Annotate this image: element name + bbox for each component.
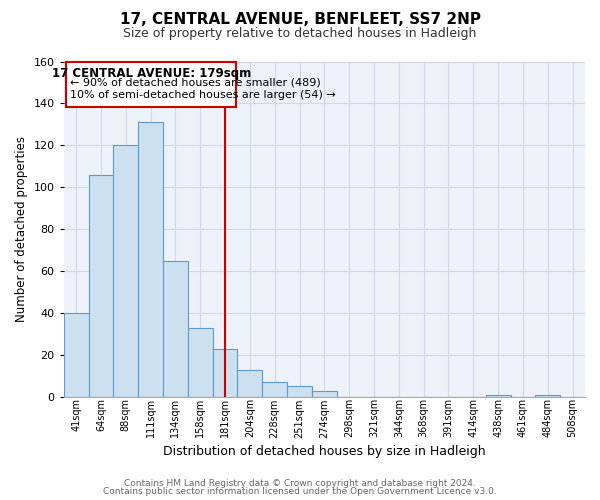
- Bar: [64, 313, 89, 397]
- Text: ← 90% of detached houses are smaller (489): ← 90% of detached houses are smaller (48…: [70, 77, 320, 87]
- Bar: [138, 122, 163, 397]
- Bar: [238, 370, 262, 397]
- Bar: [486, 394, 511, 397]
- Bar: [163, 260, 188, 397]
- Text: 17 CENTRAL AVENUE: 179sqm: 17 CENTRAL AVENUE: 179sqm: [52, 66, 251, 80]
- Bar: [535, 394, 560, 397]
- FancyBboxPatch shape: [66, 62, 236, 106]
- Bar: [188, 328, 212, 397]
- X-axis label: Distribution of detached houses by size in Hadleigh: Distribution of detached houses by size …: [163, 444, 485, 458]
- Bar: [287, 386, 312, 397]
- Text: Contains HM Land Registry data © Crown copyright and database right 2024.: Contains HM Land Registry data © Crown c…: [124, 478, 476, 488]
- Bar: [262, 382, 287, 397]
- Text: Size of property relative to detached houses in Hadleigh: Size of property relative to detached ho…: [124, 28, 476, 40]
- Bar: [113, 146, 138, 397]
- Bar: [89, 174, 113, 397]
- Bar: [312, 390, 337, 397]
- Text: 17, CENTRAL AVENUE, BENFLEET, SS7 2NP: 17, CENTRAL AVENUE, BENFLEET, SS7 2NP: [119, 12, 481, 28]
- Bar: [212, 348, 238, 397]
- Text: Contains public sector information licensed under the Open Government Licence v3: Contains public sector information licen…: [103, 487, 497, 496]
- Y-axis label: Number of detached properties: Number of detached properties: [15, 136, 28, 322]
- Text: 10% of semi-detached houses are larger (54) →: 10% of semi-detached houses are larger (…: [70, 90, 335, 100]
